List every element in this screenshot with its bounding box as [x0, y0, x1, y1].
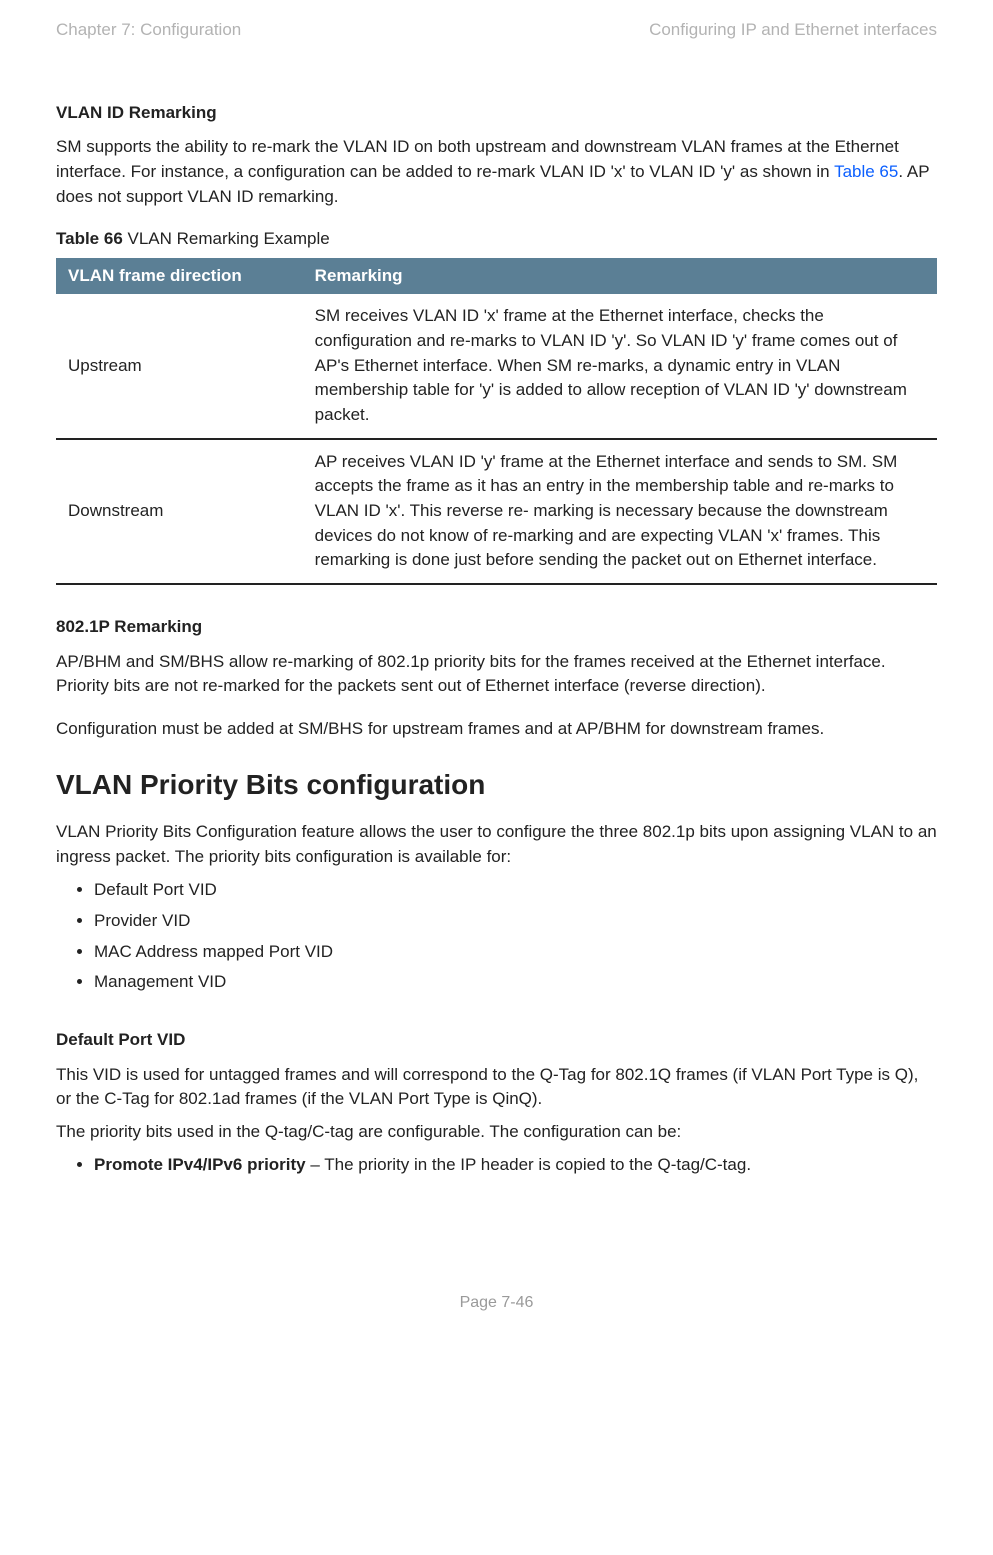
table-66-caption-bold: Table 66 — [56, 229, 123, 248]
para-8021p-2: Configuration must be added at SM/BHS fo… — [56, 717, 937, 742]
list-item: Management VID — [94, 967, 937, 998]
heading-8021p-remarking: 802.1P Remarking — [56, 615, 937, 640]
table-header-row: VLAN frame direction Remarking — [56, 258, 937, 295]
table-row: Downstream AP receives VLAN ID 'y' frame… — [56, 439, 937, 584]
para-default-port-vid-1: This VID is used for untagged frames and… — [56, 1063, 937, 1112]
bullet-promote-priority-rest: – The priority in the IP header is copie… — [306, 1155, 751, 1174]
table-66-caption: Table 66 VLAN Remarking Example — [56, 227, 937, 252]
list-default-port-vid: Promote IPv4/IPv6 priority – The priorit… — [56, 1150, 937, 1181]
page-footer: Page 7-46 — [56, 1291, 937, 1314]
table-66-caption-rest: VLAN Remarking Example — [123, 229, 330, 248]
cell-remarking-upstream: SM receives VLAN ID 'x' frame at the Eth… — [303, 294, 937, 438]
cell-direction-downstream: Downstream — [56, 439, 303, 584]
col-remarking: Remarking — [303, 258, 937, 295]
cell-remarking-downstream: AP receives VLAN ID 'y' frame at the Eth… — [303, 439, 937, 584]
header-right: Configuring IP and Ethernet interfaces — [649, 18, 937, 43]
header-left: Chapter 7: Configuration — [56, 18, 241, 43]
heading-vlan-priority-bits: VLAN Priority Bits configuration — [56, 765, 937, 806]
para-vlan-priority-intro: VLAN Priority Bits Configuration feature… — [56, 820, 937, 869]
heading-default-port-vid: Default Port VID — [56, 1028, 937, 1053]
list-item: Default Port VID — [94, 875, 937, 906]
link-table-65[interactable]: Table 65 — [834, 162, 898, 181]
table-row: Upstream SM receives VLAN ID 'x' frame a… — [56, 294, 937, 438]
heading-vlan-id-remarking: VLAN ID Remarking — [56, 101, 937, 126]
list-item: Promote IPv4/IPv6 priority – The priorit… — [94, 1150, 937, 1181]
table-66: VLAN frame direction Remarking Upstream … — [56, 258, 937, 585]
bullet-promote-priority-bold: Promote IPv4/IPv6 priority — [94, 1155, 306, 1174]
list-vlan-priority: Default Port VID Provider VID MAC Addres… — [56, 875, 937, 998]
text-before-link: SM supports the ability to re-mark the V… — [56, 137, 899, 181]
para-8021p-1: AP/BHM and SM/BHS allow re-marking of 80… — [56, 650, 937, 699]
para-vlan-id-remarking: SM supports the ability to re-mark the V… — [56, 135, 937, 209]
page-header: Chapter 7: Configuration Configuring IP … — [56, 18, 937, 43]
list-item: MAC Address mapped Port VID — [94, 937, 937, 968]
col-vlan-frame-direction: VLAN frame direction — [56, 258, 303, 295]
cell-direction-upstream: Upstream — [56, 294, 303, 438]
para-default-port-vid-2: The priority bits used in the Q-tag/C-ta… — [56, 1120, 937, 1145]
list-item: Provider VID — [94, 906, 937, 937]
